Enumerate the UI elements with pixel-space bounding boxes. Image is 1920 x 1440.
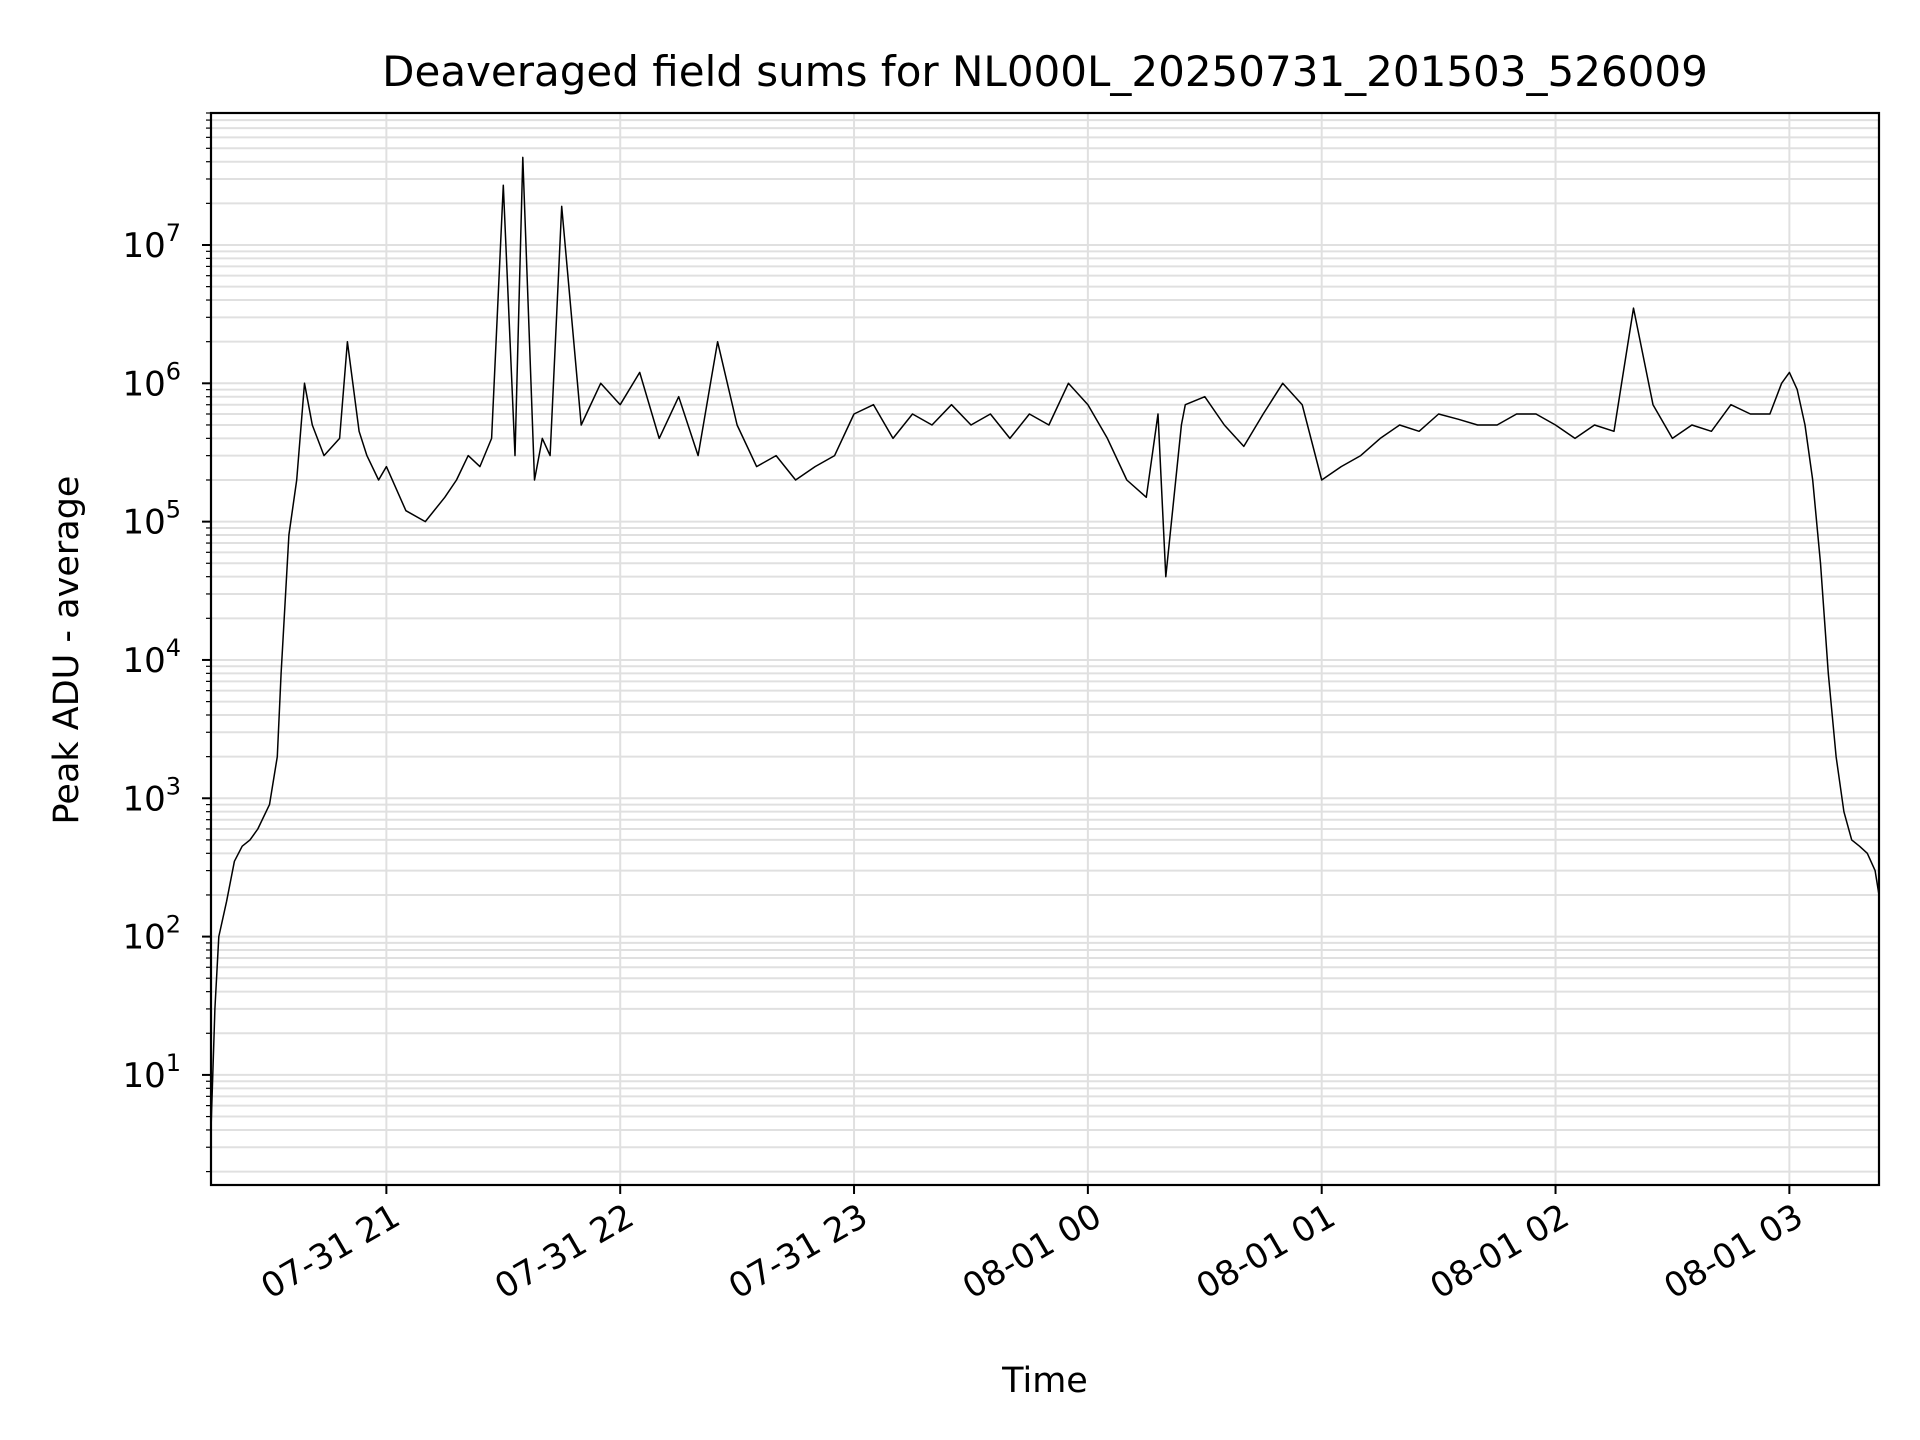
chart-title: Deaveraged field sums for NL000L_2025073… [382,47,1708,96]
y-tick-label: 106 [122,357,181,404]
y-tick-label: 104 [122,634,181,681]
y-tick-label: 105 [122,496,181,543]
y-tick-label: 107 [122,219,181,266]
y-tick-label: 102 [122,911,181,958]
grid-lines [211,112,1879,1185]
x-axis-label: Time [1001,1361,1088,1401]
plot-frame [209,111,1881,1187]
y-tick-label: 103 [122,772,181,819]
y-tick-label: 101 [122,1049,181,1096]
y-axis: 101 102 103 104 105 106 107 [122,112,211,1173]
data-series [210,156,1880,1131]
series-line [210,156,1880,1131]
y-axis-label: Peak ADU - average [47,476,87,825]
